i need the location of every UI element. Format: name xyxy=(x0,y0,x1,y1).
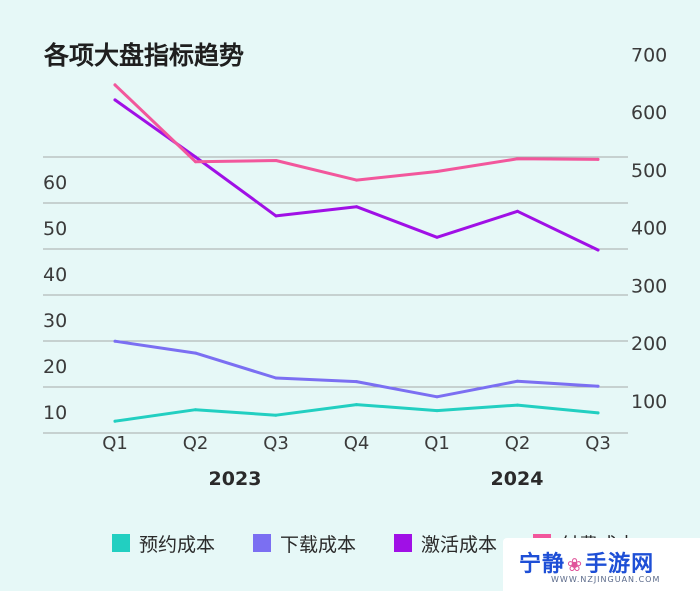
legend-label: 激活成本 xyxy=(421,534,497,556)
right-axis-ticks: 100 200 300 400 500 600 700 xyxy=(631,44,667,413)
watermark-text-right: 手游网 xyxy=(585,552,655,577)
watermark: 宁静 ❀手游网 WWW.NZJINGUAN.COM xyxy=(503,538,700,591)
data-point xyxy=(274,214,278,218)
x-tick-label: Q2 xyxy=(183,433,209,454)
data-point xyxy=(194,351,197,355)
legend-swatch xyxy=(394,534,412,552)
legend-swatch xyxy=(112,534,130,552)
data-point xyxy=(596,157,600,161)
data-point xyxy=(194,408,197,412)
left-tick-label: 50 xyxy=(43,218,67,240)
left-tick-label: 40 xyxy=(43,264,67,286)
left-tick-label: 30 xyxy=(43,310,67,332)
x-tick-label: Q4 xyxy=(344,433,370,454)
data-point xyxy=(274,413,278,417)
data-point xyxy=(355,205,358,209)
series-line xyxy=(113,403,600,423)
left-axis-ticks: 10 20 30 40 50 60 xyxy=(43,172,67,424)
data-point xyxy=(596,411,600,415)
x-tick-label: Q1 xyxy=(424,433,450,454)
series-lines xyxy=(113,83,600,423)
series-line xyxy=(113,83,600,182)
data-point xyxy=(113,339,117,343)
data-point xyxy=(435,235,439,239)
data-point xyxy=(516,379,519,383)
x-tick-label: Q2 xyxy=(505,433,531,454)
data-point xyxy=(596,248,600,252)
right-tick-label: 200 xyxy=(631,333,667,355)
data-point xyxy=(355,178,358,182)
data-point xyxy=(596,384,600,388)
x-tick-label: Q1 xyxy=(102,433,128,454)
data-point xyxy=(355,403,358,407)
grid-lines xyxy=(43,156,628,434)
data-point xyxy=(516,209,519,213)
x-axis-ticks: Q1 Q2 Q3 Q4 Q1 Q2 Q3 xyxy=(102,433,611,454)
data-point xyxy=(274,376,278,380)
data-point xyxy=(516,403,519,407)
data-point xyxy=(435,395,439,399)
x-tick-label: Q3 xyxy=(585,433,611,454)
legend-label: 下载成本 xyxy=(280,534,356,556)
series-line xyxy=(113,339,600,399)
left-tick-label: 10 xyxy=(43,402,67,424)
right-tick-label: 300 xyxy=(631,275,667,297)
right-tick-label: 700 xyxy=(631,44,667,66)
right-tick-label: 100 xyxy=(631,391,667,413)
x-tick-label: Q3 xyxy=(263,433,289,454)
legend-swatch xyxy=(253,534,271,552)
watermark-text-left: 宁静 xyxy=(519,552,566,577)
data-point xyxy=(274,159,278,162)
data-point xyxy=(194,155,197,159)
year-labels: 2023 2024 xyxy=(209,468,544,490)
right-tick-label: 500 xyxy=(631,160,667,182)
chart-title: 各项大盘指标趋势 xyxy=(44,41,245,70)
right-tick-label: 600 xyxy=(631,102,667,124)
legend-label: 预约成本 xyxy=(139,534,215,556)
series-line xyxy=(113,98,600,252)
year-label: 2023 xyxy=(209,468,262,490)
data-point xyxy=(194,160,197,164)
data-point xyxy=(113,98,117,102)
data-point xyxy=(435,170,439,173)
left-tick-label: 60 xyxy=(43,172,67,194)
watermark-logo: 宁静 ❀手游网 xyxy=(519,546,654,578)
data-point xyxy=(113,83,117,87)
watermark-url: WWW.NZJINGUAN.COM xyxy=(551,575,661,584)
right-tick-label: 400 xyxy=(631,218,667,240)
butterfly-icon: ❀ xyxy=(567,555,584,576)
data-point xyxy=(516,157,519,161)
data-point xyxy=(435,409,439,413)
left-tick-label: 20 xyxy=(43,356,67,378)
data-point xyxy=(113,419,117,423)
year-label: 2024 xyxy=(491,468,544,490)
data-point xyxy=(355,380,358,384)
